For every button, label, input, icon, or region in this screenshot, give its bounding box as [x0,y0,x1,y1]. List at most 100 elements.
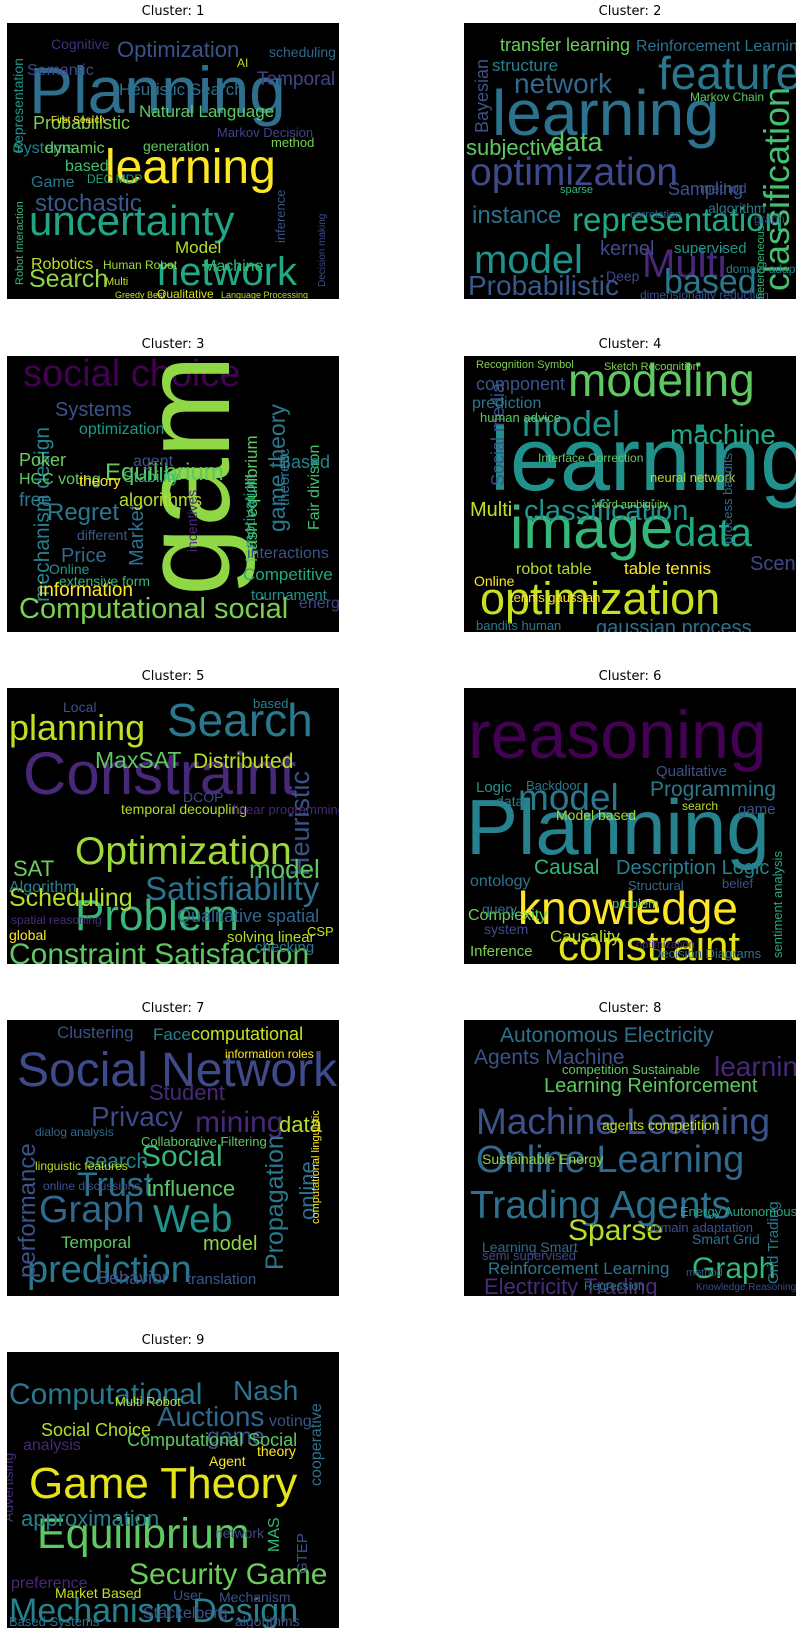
word-model: model [249,854,320,884]
word-game: Game [31,174,75,191]
word-mining: mining [195,1106,283,1139]
word-online: online [295,1161,320,1220]
word-sparse: Sparse [568,1214,663,1247]
word-hcc-voting: HCC voting [19,471,101,488]
word-autonomous-electricity: Autonomous Electricity [500,1024,714,1047]
word-data: data [550,127,604,157]
word-algorithms: algorithms [119,490,202,510]
word-tennis-gaussian: tennis gaussian [510,590,600,605]
word-temporal: Temporal [257,69,335,90]
cluster-1-title: Cluster: 1 [141,4,205,19]
word-linguistic-features: linguistic features [35,1159,128,1173]
word-online: Online [49,561,90,577]
word-theory: theory [257,1443,296,1459]
word-checking: checking [255,939,314,956]
word-optimization: optimization [470,151,678,194]
word-planning: Planning [466,783,770,871]
word-semantic: Semantic [27,62,94,79]
word-smart-grid: Smart Grid [692,1231,760,1247]
word-image: image [510,494,673,561]
word-interactions: interactions [247,545,329,562]
word-qualitative: Qualitative [157,287,214,299]
word-gtep: GTEP [294,1533,311,1574]
cluster-3-wordcloud: social choice game Computational social mec… [7,356,339,632]
word-transfer-learning: transfer learning [500,35,630,55]
word-search: Search [167,694,313,746]
word-game: game [118,356,256,596]
word-first-search: First Search [51,115,105,126]
word-equilibrium: Equilibrium [105,459,224,486]
word-probabilistic: Probabilistic [468,270,619,299]
word-interface-correction: Interface Correction [538,451,643,465]
word-influence: influence [147,1176,235,1201]
word-systems: Systems [13,140,74,157]
word-backdoor: Backdoor [526,778,582,793]
word-global: global [9,927,46,943]
word-security-game: Security Game [129,1558,327,1591]
word-social-network: Social Network [17,1044,338,1097]
word-based-systems: Based Systems [9,1614,100,1628]
word-game-theory: game theory [264,404,290,532]
word-optimization: optimization [79,421,164,438]
word-prediction: prediction [27,1249,192,1291]
word-learning: learning [105,141,276,194]
word-network: network [157,250,298,294]
word-preference: preference [11,1575,88,1592]
word-algorithm: Algorithm [9,879,77,896]
word-classification: classification [756,87,796,291]
word-natural-language: Natural Language [139,102,274,121]
word-linear-programming: linear programming [233,802,339,817]
word-poker: Poker [19,450,66,470]
cluster-8-title: Cluster: 8 [598,1001,662,1016]
word-domain-adaptation: domain adaptation [726,262,796,276]
word-temporal-decoupling: temporal decoupling [121,801,247,817]
word-model-based: Model based [556,807,636,823]
cluster-7-title: Cluster: 7 [141,1001,205,1016]
word-representation: Representation [10,58,26,153]
cluster-1-wordcloud: Planning learning uncertainty network Optimi… [7,23,339,299]
word-component: component [476,374,565,394]
word-markov-chain: Markov Chain [690,90,764,104]
word-graph: Graph [39,1189,145,1231]
word-competition-sustainable: competition Sustainable [562,1062,700,1077]
word-stochastic: stochastic [35,190,142,217]
word-distributed: Distributed [193,750,293,773]
word-data: data [674,511,753,555]
word-based: based [253,696,288,711]
word-decision-diagrams: Decision Diagrams [652,946,762,961]
word-graph: Graph [692,1252,775,1285]
word-mechanism-design: mechanism design [31,427,54,602]
word-optimization: Optimization [117,37,239,62]
word-knowledge-reasoning: Knowledge Reasoning [696,1282,796,1293]
word-clustering: Clustering [57,1023,134,1042]
word-human-robot: Human Robot [103,258,178,272]
word-computational: Computational [9,1378,202,1411]
word-method: method [686,1267,723,1279]
word-agent: agent [133,453,174,470]
cluster-8-wordcloud: Online Learning Trading Agents Machine Lea… [464,1020,796,1296]
word-cooperative: cooperative [308,1403,325,1486]
word-stackelberg: Stackelberg [143,1605,228,1622]
word-game: game [207,1423,265,1449]
word-data: data [279,1112,323,1137]
word-sparse: sparse [560,184,593,196]
word-multi: Multi [642,242,726,286]
word-social-choice: social choice [23,356,241,395]
word-energy-autonomous: Energy Autonomous [680,1204,796,1219]
word-nash-equilibrium: Nash equilibrium [242,435,261,562]
word-spatial-reasoning: spatial reasoning [11,913,102,927]
word-csp: CSP [307,924,334,939]
word-model: model [203,1233,257,1255]
word-electricity-trading: Electricity Trading [484,1274,658,1296]
word-agents-machine: Agents Machine [474,1046,625,1069]
word-problem: Problem [75,891,239,940]
word-deep: Deep [606,268,640,284]
cluster-5-wordcloud: Constraint Search planning Optimization Prob… [7,688,339,964]
word-ai: AI [237,56,248,70]
word-machine-learning: Machine Learning [476,1101,770,1142]
word-probabilistic: Probabilistic [33,113,130,133]
